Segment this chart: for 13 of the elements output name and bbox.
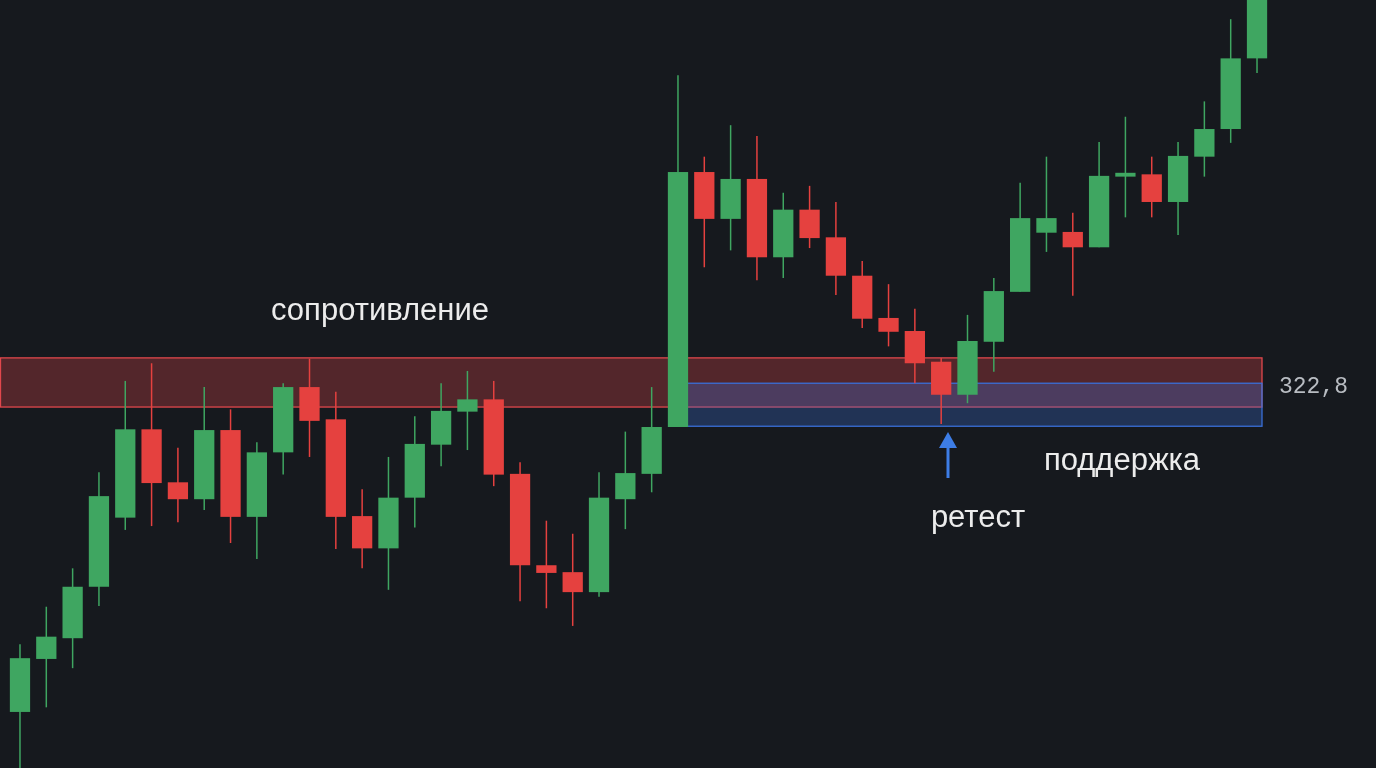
candlestick: [1062, 211, 1083, 297]
candlestick: [1115, 115, 1136, 219]
band-label: поддержка: [1043, 442, 1201, 478]
candlestick: [457, 370, 478, 451]
candlestick: [536, 519, 557, 610]
candlestick: [562, 533, 583, 627]
annotation: ретест: [930, 499, 1026, 534]
candlestick: [1036, 155, 1057, 253]
candlestick: [36, 605, 57, 709]
candlestick: [878, 283, 899, 348]
candlestick: [167, 446, 189, 523]
band-label: сопротивление: [271, 291, 489, 327]
text: 322,8: [1279, 374, 1349, 401]
